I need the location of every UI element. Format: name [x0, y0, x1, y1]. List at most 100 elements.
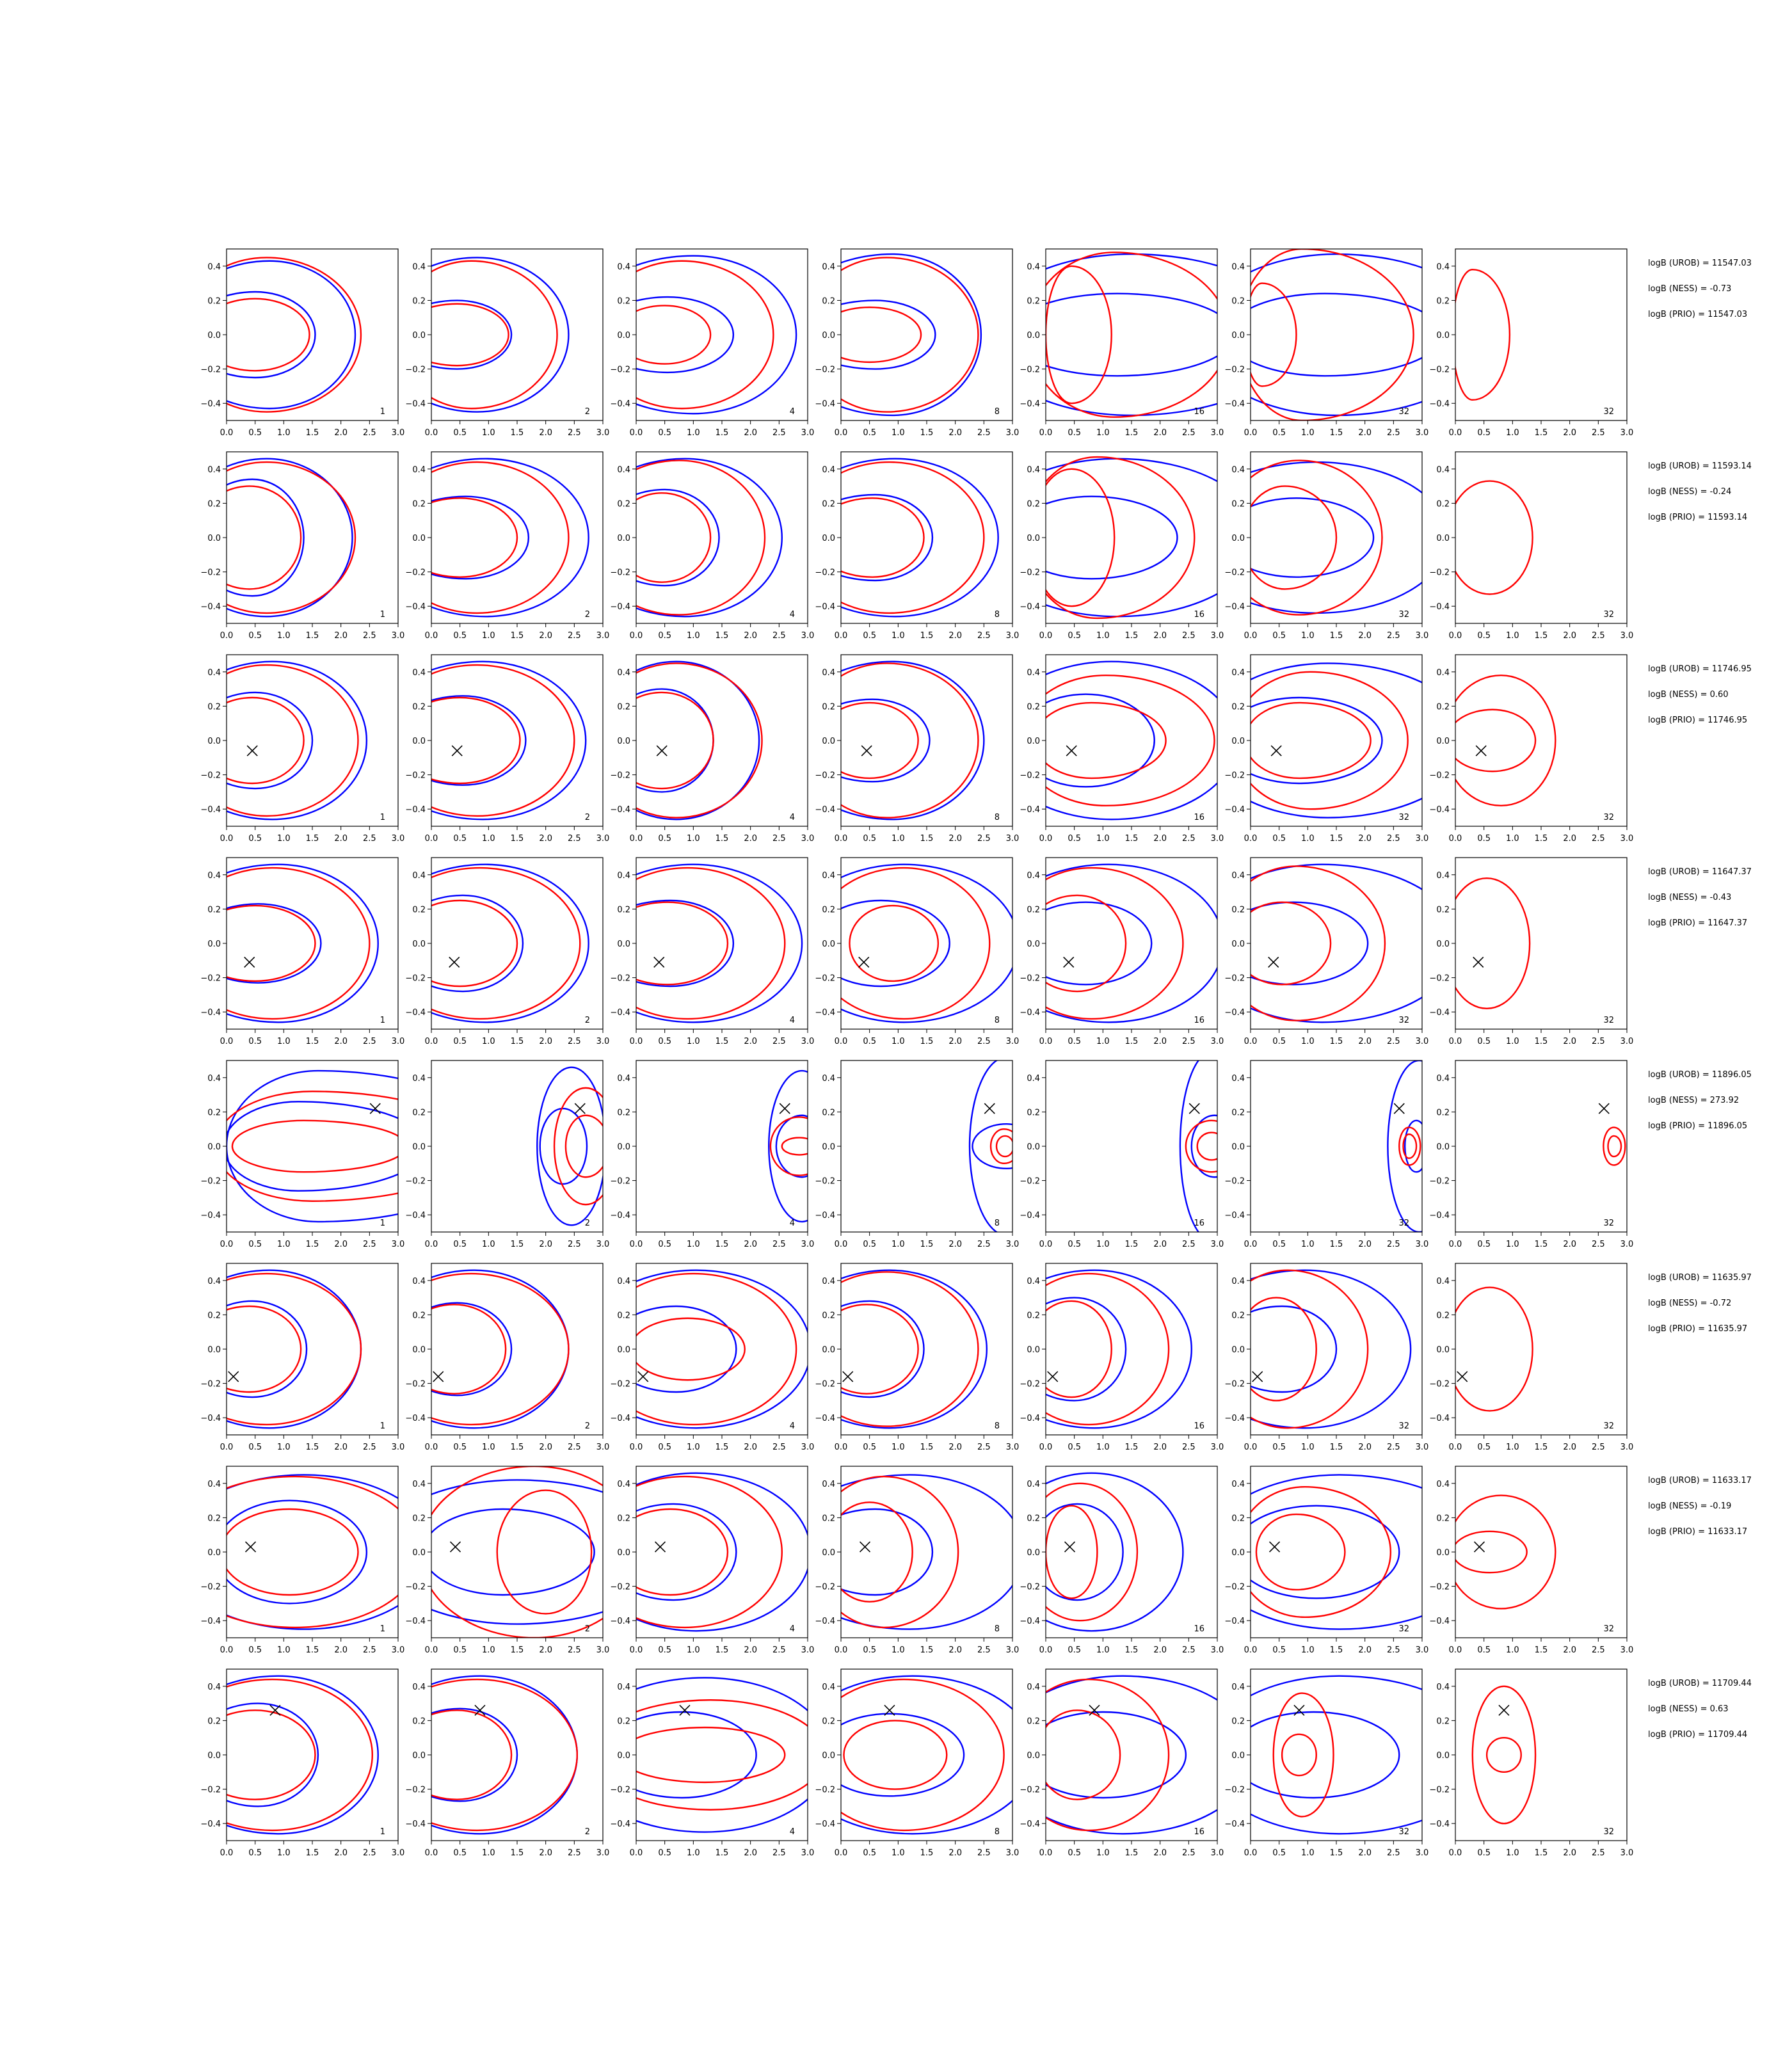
x-tick-label: 1.0 [277, 631, 291, 641]
x-tick-label: 2.5 [363, 631, 376, 641]
blue-contour-2 [1046, 1472, 1184, 1632]
red-contour-1 [1046, 265, 1112, 404]
y-tick-label: 0.4 [617, 1683, 630, 1692]
red-contour-2 [1471, 1685, 1537, 1825]
red-contour-2 [227, 257, 362, 413]
marker-x [1252, 1371, 1263, 1382]
y-tick-label: 0.4 [822, 465, 835, 475]
red-contour-2 [1455, 1494, 1556, 1610]
blue-contour-2 [968, 1060, 998, 1232]
x-tick-label: 0.0 [1039, 631, 1053, 641]
panel-iteration-label: 8 [995, 610, 1000, 620]
blue-contour-1 [841, 899, 950, 988]
y-tick-label: 0.0 [822, 331, 835, 340]
red-contour-1 [636, 305, 712, 365]
x-tick-label: 2.0 [334, 1037, 348, 1046]
contour-area [636, 1269, 808, 1429]
x-tick-label: 2.5 [363, 1645, 376, 1655]
x-tick-label: 1.5 [716, 428, 729, 438]
y-tick-label: 0.0 [1436, 1345, 1450, 1355]
x-tick-label: 0.5 [248, 1037, 262, 1046]
x-tick-label: 2.5 [1182, 1645, 1196, 1655]
logb-stat: logB (PRIO) = 11709.44 [1648, 1730, 1747, 1740]
y-tick-label: 0.4 [1436, 465, 1450, 475]
panel-r2-c1: 0.0 0.5 1.0 1.5 2.0 2.5 3.0 0.4 0.2 0.0 −0.2 −0.4 1 [200, 451, 404, 641]
x-tick-label: 0.0 [630, 1443, 643, 1452]
y-tick-label: −0.4 [1020, 602, 1040, 612]
row-stats: logB (UROB) = 11635.97 logB (NESS) = -0.7… [1648, 1273, 1752, 1334]
contour-area [227, 458, 356, 618]
y-tick-label: −0.2 [200, 1177, 221, 1187]
y-tick-label: 0.4 [1231, 1480, 1245, 1489]
figure-row-4: 0.0 0.5 1.0 1.5 2.0 2.5 3.00.40.20.0−0.2−0.410… [200, 857, 1752, 1046]
panel-r2-c2: 0.0 0.5 1.0 1.5 2.0 2.5 3.0 0.4 0.2 0.0 −0.2 −0.4 2 [405, 451, 609, 641]
x-tick-label: 1.5 [511, 428, 524, 438]
red-contour-1 [231, 1119, 398, 1173]
contour-area [841, 458, 999, 618]
x-tick-label: 1.5 [1535, 1848, 1548, 1858]
blue-contour-2 [431, 1479, 603, 1625]
logb-stat: logB (PRIO) = 11547.03 [1648, 310, 1747, 319]
panel-r6-c7: 0.0 0.5 1.0 1.5 2.0 2.5 3.0 0.4 0.2 0.0 −0.2 −0.4 32 [1429, 1263, 1633, 1452]
x-tick-label: 2.0 [1153, 834, 1167, 844]
blue-contour-2 [227, 660, 368, 820]
blue-contour-2 [636, 458, 783, 618]
panel-iteration-label: 1 [380, 1624, 385, 1634]
red-contour-2 [841, 1271, 979, 1427]
red-contour-1 [227, 904, 316, 982]
blue-contour-1 [227, 691, 314, 790]
logb-stat: logB (NESS) = -0.43 [1648, 893, 1731, 902]
y-tick-label: 0.2 [822, 702, 835, 712]
y-tick-label: 0.0 [617, 1548, 630, 1558]
x-tick-label: 0.5 [1477, 1645, 1491, 1655]
y-tick-label: 0.0 [1231, 940, 1245, 949]
x-tick-label: 0.5 [1068, 1443, 1081, 1452]
x-tick-label: 3.0 [1620, 834, 1634, 844]
y-tick-label: 0.2 [1436, 296, 1450, 306]
x-tick-label: 0.5 [863, 428, 876, 438]
red-contour-2 [636, 1475, 783, 1629]
y-tick-label: 0.0 [617, 331, 630, 340]
y-tick-label: 0.2 [822, 905, 835, 915]
marker-x [474, 1704, 486, 1716]
y-tick-label: 0.2 [207, 1716, 221, 1726]
axes-frame [1455, 451, 1628, 624]
x-tick-label: 1.0 [1096, 1240, 1110, 1249]
y-tick-label: −0.4 [1224, 399, 1245, 409]
x-tick-label: 3.0 [1006, 834, 1020, 844]
y-tick-label: −0.2 [610, 1786, 630, 1795]
y-tick-label: 0.0 [412, 1548, 426, 1558]
panel-r8-c1: 0.0 0.5 1.0 1.5 2.0 2.5 3.0 0.4 0.2 0.0 −0.2 −0.4 1 [200, 1668, 404, 1858]
y-tick-label: 0.2 [412, 1716, 426, 1726]
y-tick-label: 0.2 [1231, 1311, 1245, 1320]
red-contour-2 [1185, 1119, 1217, 1173]
x-tick-label: 2.0 [1563, 1240, 1576, 1249]
axes-frame [431, 654, 604, 827]
panel-r8-c4: 0.0 0.5 1.0 1.5 2.0 2.5 3.0 0.4 0.2 0.0 −0.2 −0.4 8 [815, 1668, 1019, 1858]
x-tick-label: 0.0 [1244, 631, 1258, 641]
blue-contour-1 [841, 300, 936, 370]
red-contour-1 [841, 306, 922, 364]
red-contour-2 [431, 1678, 579, 1832]
x-tick-label: 1.0 [1506, 1645, 1519, 1655]
panel-iteration-label: 2 [585, 1421, 590, 1431]
marker-x [1268, 956, 1279, 968]
red-contour-2 [431, 1466, 603, 1638]
marker-x [246, 745, 258, 756]
marker-x [244, 956, 255, 968]
logb-stat: logB (NESS) = 0.60 [1648, 690, 1729, 700]
x-tick-label: 2.5 [1387, 1443, 1400, 1452]
marker-x [858, 956, 870, 968]
x-tick-label: 2.0 [948, 1037, 962, 1046]
red-contour-1 [564, 1114, 603, 1178]
blue-contour-1 [1190, 1114, 1217, 1178]
x-tick-label: 0.0 [1244, 1645, 1258, 1655]
red-contour-2 [1046, 1482, 1139, 1622]
x-tick-label: 0.0 [1449, 834, 1462, 844]
red-contour-2 [1251, 1485, 1392, 1619]
panel-r7-c5: 0.0 0.5 1.0 1.5 2.0 2.5 3.0 0.4 0.2 0.0 −0.2 −0.4 16 [1020, 1466, 1224, 1655]
x-tick-label: 2.0 [744, 1443, 757, 1452]
panel-iteration-label: 4 [790, 1827, 795, 1837]
blue-contour-2 [1046, 660, 1217, 820]
row-stats: logB (UROB) = 11896.05 logB (NESS) = 273.… [1648, 1070, 1752, 1131]
